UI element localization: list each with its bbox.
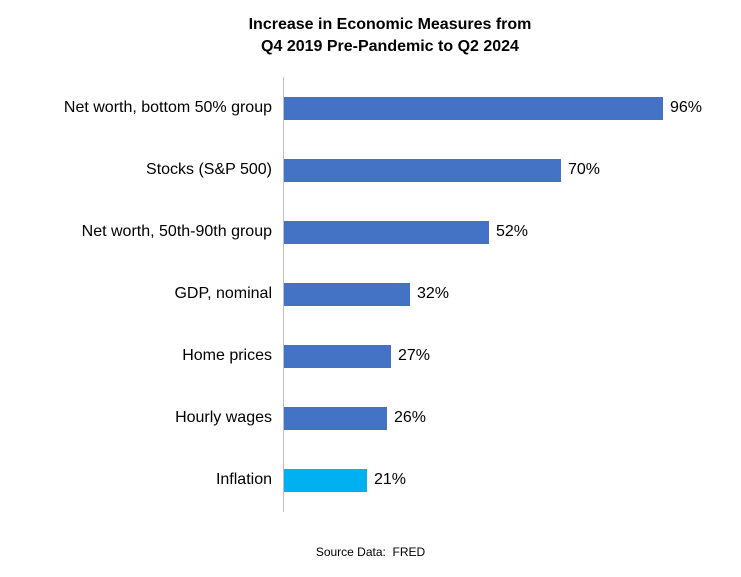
category-label: GDP, nominal [174,285,272,302]
bar [284,344,391,368]
chart-row: Inflation 21% [0,449,741,511]
bar [284,158,561,182]
category-label: Stocks (S&P 500) [146,161,272,178]
value-label: 27% [398,347,431,364]
chart-title-line1: Increase in Economic Measures from [248,16,532,33]
value-label: 52% [496,223,529,240]
chart-row: Hourly wages 26% [0,387,741,449]
bar-track: 32% [284,282,741,306]
value-label: 32% [417,285,450,302]
chart-title: Increase in Economic Measures from Q4 20… [40,14,740,58]
value-label: 96% [670,99,703,116]
category-label: Net worth, bottom 50% group [63,99,272,116]
bar [284,468,367,492]
chart-row: GDP, nominal 32% [0,263,741,325]
bar-track: 21% [284,468,741,492]
bar-track: 26% [284,406,741,430]
bar [284,282,410,306]
y-axis-line [283,77,284,512]
bar [284,96,663,120]
chart-title-line2: Q4 2019 Pre-Pandemic to Q2 2024 [261,38,519,55]
bar-track: 96% [284,96,741,120]
bar-track: 27% [284,344,741,368]
bar-track: 70% [284,158,741,182]
value-label: 26% [394,409,427,426]
source-note: Source Data: FRED [315,545,426,559]
value-label: 21% [374,471,407,488]
category-label: Hourly wages [175,409,272,426]
category-label: Net worth, 50th-90th group [81,223,272,240]
chart-row: Stocks (S&P 500) 70% [0,139,741,201]
bar [284,406,387,430]
bar [284,220,489,244]
chart-row: Net worth, 50th-90th group 52% [0,201,741,263]
category-label: Inflation [215,471,272,488]
value-label: 70% [568,161,601,178]
chart-row: Home prices 27% [0,325,741,387]
bar-track: 52% [284,220,741,244]
chart-plot-area: Net worth, bottom 50% group 96% Stocks (S&… [0,77,741,511]
category-label: Home prices [182,347,272,364]
chart-row: Net worth, bottom 50% group 96% [0,77,741,139]
